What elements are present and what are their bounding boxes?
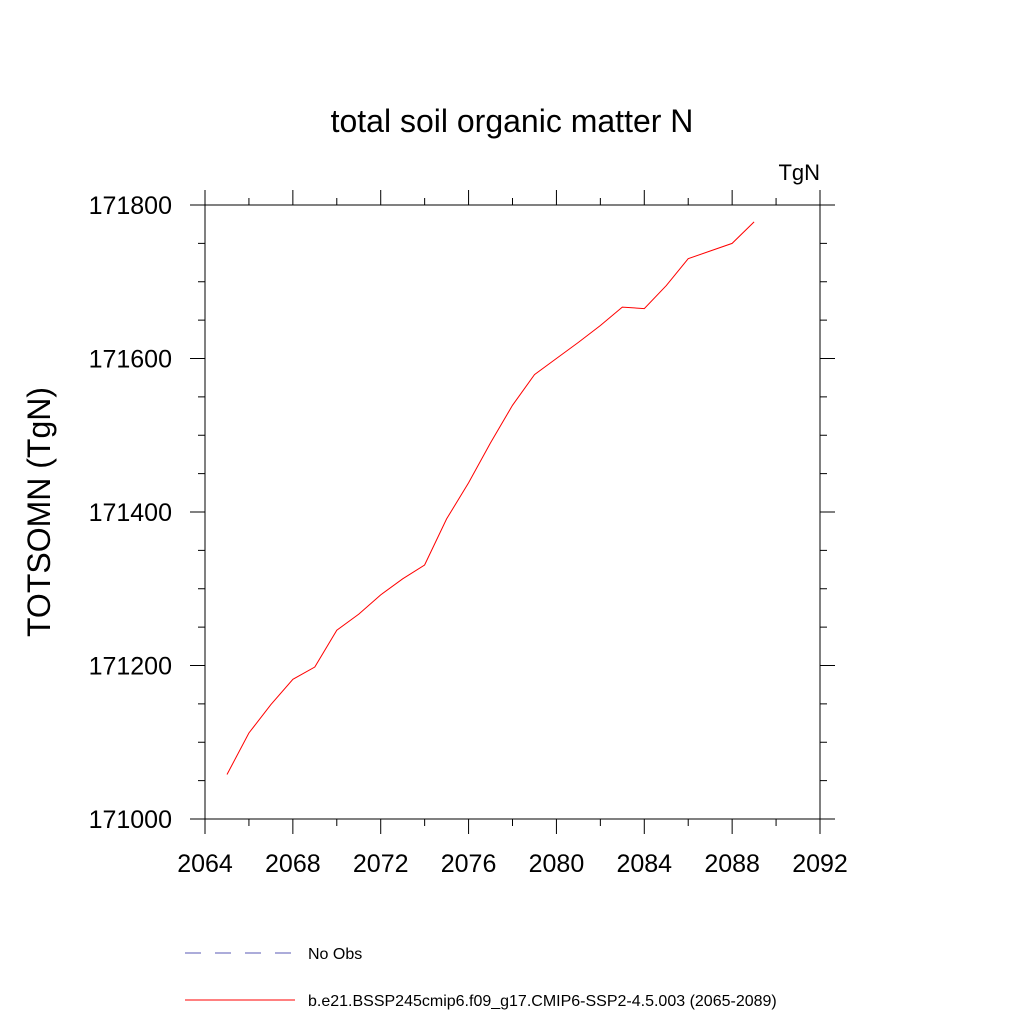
y-tick-label: 171600 (89, 346, 172, 374)
axis-ticks (190, 190, 835, 834)
units-label: TgN (778, 160, 820, 185)
plot-frame (204, 204, 821, 820)
x-tick-label: 2076 (441, 850, 497, 878)
x-tick-label: 2092 (792, 850, 848, 878)
x-tick-label: 2084 (616, 850, 672, 878)
data-series (226, 221, 755, 775)
legend: No Obs b.e21.BSSP245cmip6.f09_g17.CMIP6-S… (185, 946, 777, 1010)
legend-label: b.e21.BSSP245cmip6.f09_g17.CMIP6-SSP2-4.… (308, 993, 777, 1010)
legend-label: No Obs (308, 946, 362, 963)
series-line (226, 221, 755, 775)
y-tick-label: 171800 (89, 192, 172, 220)
x-tick-label: 2072 (353, 850, 409, 878)
y-tick-label: 171200 (89, 653, 172, 681)
y-axis-label: TOTSOMN (TgN) (21, 387, 57, 637)
y-tick-label: 171000 (89, 806, 172, 834)
x-tick-label: 2088 (704, 850, 760, 878)
x-tick-label: 2080 (529, 850, 585, 878)
axis-tick-labels: 2064 2068 2072 2076 2080 2084 2088 2092 171000 17… (89, 192, 848, 878)
chart-title: total soil organic matter N (331, 103, 694, 139)
x-tick-label: 2068 (265, 850, 321, 878)
y-tick-label: 171400 (89, 499, 172, 527)
x-tick-label: 2064 (177, 850, 233, 878)
